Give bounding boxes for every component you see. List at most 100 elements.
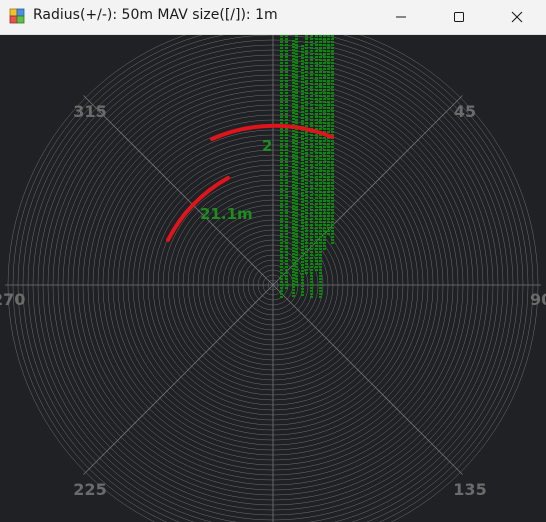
radar-canvas[interactable]: 315 45 270 90 225 135 2 21.1m <box>0 35 546 522</box>
lidar-point <box>305 47 308 49</box>
lidar-point <box>285 122 288 124</box>
lidar-point <box>280 113 283 115</box>
lidar-point <box>315 254 318 256</box>
lidar-point <box>327 38 330 40</box>
lidar-point <box>331 62 334 64</box>
lidar-point <box>285 173 288 175</box>
lidar-point <box>323 194 326 196</box>
lidar-point <box>327 44 330 46</box>
lidar-point <box>323 152 326 154</box>
lidar-point <box>310 230 313 232</box>
lidar-point <box>310 161 313 163</box>
lidar-point <box>331 233 334 235</box>
lidar-point <box>285 191 288 193</box>
lidar-point <box>310 53 313 55</box>
lidar-point <box>301 138 304 140</box>
lidar-point <box>331 113 334 115</box>
lidar-point <box>301 213 304 215</box>
lidar-point <box>315 230 318 232</box>
lidar-point <box>301 114 304 116</box>
lidar-point <box>280 212 283 214</box>
lidar-point <box>305 74 308 76</box>
lidar-point <box>285 80 288 82</box>
lidar-point <box>295 98 298 100</box>
lidar-point <box>292 151 295 153</box>
lidar-point <box>319 254 322 256</box>
lidar-point <box>280 173 283 175</box>
lidar-point <box>292 208 295 210</box>
lidar-point <box>280 74 283 76</box>
lidar-point <box>305 62 308 64</box>
lidar-point <box>295 140 298 142</box>
lidar-point <box>301 174 304 176</box>
lidar-point <box>331 203 334 205</box>
lidar-point <box>327 149 330 151</box>
lidar-point <box>331 188 334 190</box>
lidar-point <box>301 282 304 284</box>
lidar-point <box>327 206 330 208</box>
lidar-point <box>292 244 295 246</box>
lidar-point <box>310 251 313 253</box>
lidar-point <box>319 98 322 100</box>
lidar-point <box>327 95 330 97</box>
lidar-point <box>319 83 322 85</box>
lidar-point <box>301 240 304 242</box>
lidar-point <box>310 209 313 211</box>
lidar-point <box>315 266 318 268</box>
lidar-point <box>280 89 283 91</box>
lidar-point <box>292 136 295 138</box>
lidar-point <box>327 110 330 112</box>
lidar-point <box>327 230 330 232</box>
lidar-point <box>310 197 313 199</box>
lidar-point <box>301 273 304 275</box>
lidar-point <box>295 149 298 151</box>
lidar-point <box>285 197 288 199</box>
lidar-point <box>315 158 318 160</box>
lidar-point <box>310 266 313 268</box>
lidar-point <box>331 71 334 73</box>
lidar-point <box>310 155 313 157</box>
lidar-point <box>295 188 298 190</box>
lidar-point <box>280 68 283 70</box>
lidar-point <box>319 113 322 115</box>
lidar-point <box>310 173 313 175</box>
lidar-point <box>295 35 298 37</box>
lidar-point <box>331 224 334 226</box>
lidar-point <box>331 155 334 157</box>
lidar-point <box>301 63 304 65</box>
lidar-point <box>315 227 318 229</box>
lidar-point <box>301 219 304 221</box>
lidar-point <box>301 87 304 89</box>
lidar-point <box>295 239 298 241</box>
lidar-point <box>301 243 304 245</box>
lidar-point <box>305 224 308 226</box>
lidar-point <box>331 161 334 163</box>
close-button[interactable] <box>488 0 546 34</box>
lidar-point <box>305 110 308 112</box>
lidar-point <box>315 95 318 97</box>
lidar-point <box>285 203 288 205</box>
lidar-point <box>292 193 295 195</box>
title-bar[interactable]: Radius(+/-): 50m MAV size([/]): 1m <box>0 0 546 35</box>
lidar-point <box>315 248 318 250</box>
lidar-point <box>301 183 304 185</box>
lidar-point <box>280 155 283 157</box>
lidar-point <box>319 86 322 88</box>
lidar-point <box>301 270 304 272</box>
lidar-point <box>327 221 330 223</box>
radar-view[interactable]: 315 45 270 90 225 135 2 21.1m <box>0 35 546 522</box>
maximize-icon <box>454 12 464 22</box>
maximize-button[interactable] <box>430 0 488 34</box>
angle-label-270: 270 <box>0 290 25 309</box>
lidar-point <box>301 72 304 74</box>
lidar-point <box>310 125 313 127</box>
lidar-point <box>315 140 318 142</box>
minimize-button[interactable] <box>372 0 430 34</box>
lidar-point <box>315 269 318 271</box>
lidar-point <box>305 95 308 97</box>
lidar-point <box>301 246 304 248</box>
lidar-point <box>331 140 334 142</box>
lidar-point <box>292 88 295 90</box>
lidar-point <box>319 287 322 289</box>
lidar-point <box>285 218 288 220</box>
